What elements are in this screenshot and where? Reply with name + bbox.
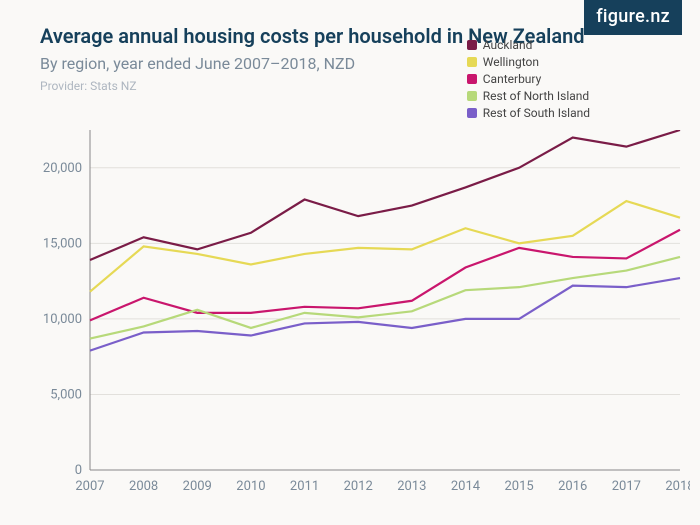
line-chart: 0 5,000 10,000 15,000 20,000 2007 2008 2009 2010…: [40, 130, 690, 514]
legend-item: Auckland: [467, 38, 590, 52]
legend-label: Rest of South Island: [483, 106, 590, 120]
figure-nz-logo: figure.nz: [584, 0, 682, 35]
svg-text:2016: 2016: [558, 479, 587, 494]
svg-text:10,000: 10,000: [43, 312, 82, 327]
svg-text:5,000: 5,000: [50, 387, 82, 402]
logo-text: figure.nz: [596, 6, 670, 27]
legend-swatch: [467, 40, 477, 50]
chart-legend: Auckland Wellington Canterbury Rest of Nort…: [467, 38, 590, 123]
svg-text:2010: 2010: [236, 479, 265, 494]
legend-swatch: [467, 108, 477, 118]
legend-item: Canterbury: [467, 72, 590, 86]
legend-swatch: [467, 74, 477, 84]
legend-label: Wellington: [483, 55, 539, 69]
svg-text:2008: 2008: [129, 479, 158, 494]
svg-text:2017: 2017: [612, 479, 641, 494]
legend-label: Auckland: [483, 38, 533, 52]
svg-text:2011: 2011: [290, 479, 319, 494]
svg-text:2014: 2014: [451, 479, 481, 494]
legend-swatch: [467, 57, 477, 67]
chart-provider: Provider: Stats NZ: [40, 79, 700, 93]
svg-text:2012: 2012: [344, 479, 373, 494]
svg-text:2018: 2018: [665, 479, 690, 494]
legend-label: Canterbury: [483, 72, 542, 86]
legend-item: Rest of North Island: [467, 89, 590, 103]
svg-text:0: 0: [75, 463, 82, 478]
legend-label: Rest of North Island: [483, 89, 589, 103]
svg-text:2009: 2009: [183, 479, 212, 494]
chart-subtitle: By region, year ended June 2007–2018, NZ…: [40, 54, 700, 73]
svg-text:2007: 2007: [75, 479, 104, 494]
legend-swatch: [467, 91, 477, 101]
svg-text:15,000: 15,000: [43, 236, 82, 251]
svg-text:20,000: 20,000: [43, 161, 82, 176]
svg-text:2013: 2013: [397, 479, 426, 494]
legend-item: Wellington: [467, 55, 590, 69]
legend-item: Rest of South Island: [467, 106, 590, 120]
svg-text:2015: 2015: [504, 479, 533, 494]
